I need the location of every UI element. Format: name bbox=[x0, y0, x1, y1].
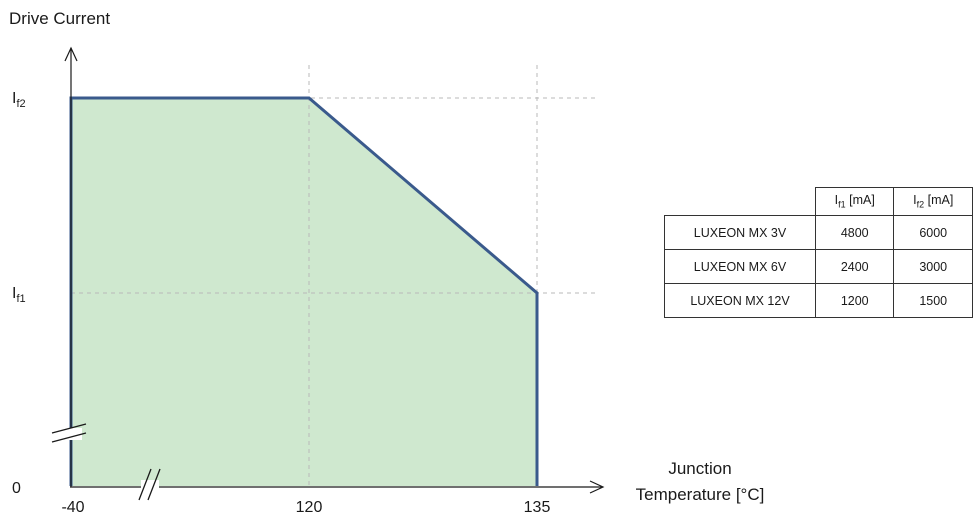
table-row: LUXEON MX 12V 1200 1500 bbox=[664, 283, 973, 318]
table-header-row: If1 [mA] If2 [mA] bbox=[664, 187, 973, 216]
table-corner-cell bbox=[664, 187, 816, 216]
row-label: LUXEON MX 3V bbox=[664, 215, 816, 250]
column-header-if1: If1 [mA] bbox=[814, 187, 895, 216]
row-label: LUXEON MX 6V bbox=[664, 249, 816, 284]
cell-if2: 3000 bbox=[893, 249, 973, 284]
cell-if1: 2400 bbox=[814, 249, 895, 284]
y-tick-label-if1: If1 bbox=[12, 285, 26, 305]
x-tick-label: -40 bbox=[61, 499, 84, 516]
y-axis-arrow bbox=[64, 46, 78, 62]
current-spec-table: If1 [mA] If2 [mA] LUXEON MX 3V 4800 6000… bbox=[664, 187, 973, 318]
y-tick-label-if2: If2 bbox=[12, 90, 26, 110]
table-row: LUXEON MX 6V 2400 3000 bbox=[664, 249, 973, 284]
column-header-if2: If2 [mA] bbox=[893, 187, 973, 216]
cell-if1: 4800 bbox=[814, 215, 895, 250]
x-axis-title-line1: Junction bbox=[668, 459, 731, 478]
x-tick-label: 120 bbox=[296, 499, 323, 516]
x-axis-arrow bbox=[589, 480, 605, 494]
x-axis-break-icon bbox=[138, 468, 161, 501]
y-axis-title: Drive Current bbox=[9, 9, 110, 28]
table-row: LUXEON MX 3V 4800 6000 bbox=[664, 215, 973, 250]
y-tick-label-zero: 0 bbox=[12, 480, 21, 497]
x-tick-label: 135 bbox=[524, 499, 551, 516]
cell-if2: 1500 bbox=[893, 283, 973, 318]
operating-region-fill bbox=[71, 98, 537, 486]
row-label: LUXEON MX 12V bbox=[664, 283, 816, 318]
cell-if2: 6000 bbox=[893, 215, 973, 250]
y-axis-break-icon bbox=[51, 423, 87, 443]
cell-if1: 1200 bbox=[814, 283, 895, 318]
x-axis-title-line2: Temperature [°C] bbox=[636, 485, 765, 504]
